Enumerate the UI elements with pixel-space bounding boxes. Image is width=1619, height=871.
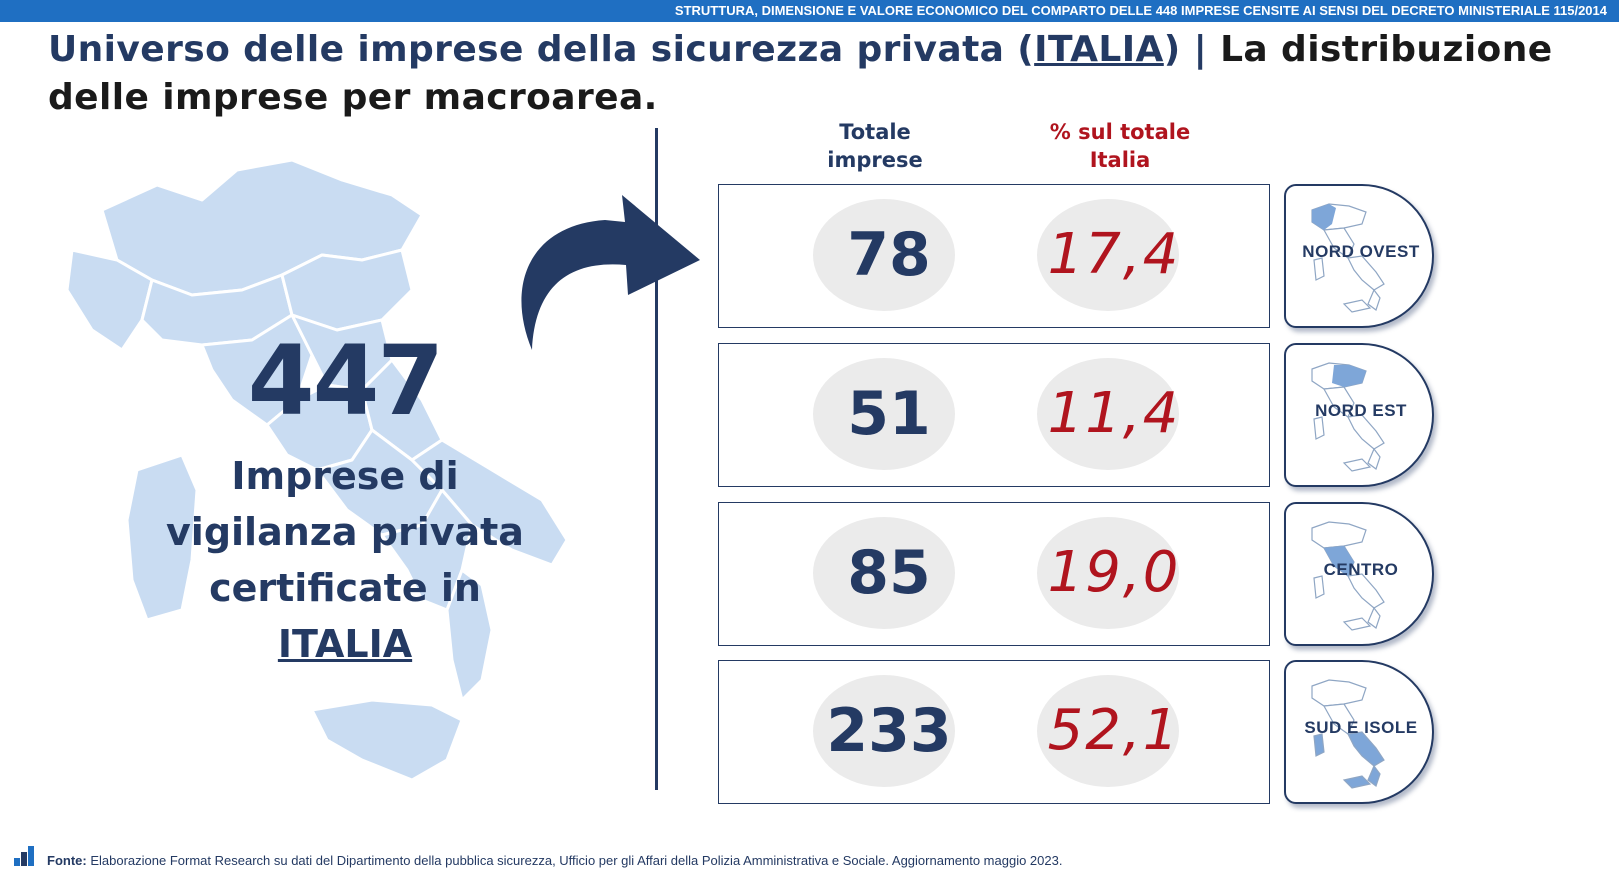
- title-part1: Universo delle imprese della sicurezza p…: [48, 29, 1035, 70]
- area-label: SUD E ISOLE: [1304, 718, 1418, 737]
- source-text: Elaborazione Format Research su dati del…: [86, 853, 1063, 868]
- area-row-centro: 85 19,0: [718, 502, 1270, 646]
- percent-background: [1037, 517, 1179, 629]
- page-title: Universo delle imprese della sicurezza p…: [48, 26, 1608, 122]
- percent-background: [1037, 358, 1179, 470]
- area-label: CENTRO: [1323, 560, 1399, 579]
- area-tab-centro[interactable]: CENTRO: [1284, 502, 1434, 646]
- area-row-sud-e-isole: 233 52,1: [718, 660, 1270, 804]
- area-percent: 52,1: [1047, 698, 1181, 763]
- top-banner: STRUTTURA, DIMENSIONE E VALORE ECONOMICO…: [0, 0, 1619, 22]
- italy-mini-map-icon: [1311, 521, 1385, 631]
- area-row-nord-ovest: 78 17,4: [718, 184, 1270, 328]
- area-total: 78: [847, 220, 931, 290]
- italy-mini-map-icon: [1311, 679, 1385, 789]
- italy-mini-map-icon: [1311, 362, 1385, 472]
- total-caption-text: Imprese di vigilanza privata certificate…: [166, 454, 524, 610]
- total-companies-value: 447: [247, 325, 444, 437]
- format-research-logo-icon: [14, 846, 34, 866]
- title-part3: La distribuzione delle imprese per macro…: [48, 29, 1553, 118]
- percent-background: [1037, 675, 1179, 787]
- area-percent: 17,4: [1047, 222, 1181, 287]
- area-total: 233: [826, 696, 952, 766]
- area-label: NORD EST: [1315, 401, 1407, 420]
- column-header-percent: % sul totale Italia: [1049, 120, 1191, 172]
- banner-text: STRUTTURA, DIMENSIONE E VALORE ECONOMICO…: [674, 3, 1607, 18]
- area-label: NORD OVEST: [1302, 242, 1420, 261]
- total-background: [813, 199, 955, 311]
- area-total: 51: [847, 379, 931, 449]
- total-background: [813, 358, 955, 470]
- title-part2: ) |: [1163, 29, 1221, 70]
- total-caption: Imprese di vigilanza privata certificate…: [140, 448, 550, 672]
- curved-arrow-icon: [521, 195, 700, 350]
- area-tab-sud-e-isole[interactable]: SUD E ISOLE: [1284, 660, 1434, 804]
- percent-background: [1037, 199, 1179, 311]
- source-label: Fonte:: [47, 853, 87, 868]
- title-italia-link[interactable]: ITALIA: [1034, 29, 1164, 70]
- area-row-nord-est: 51 11,4: [718, 343, 1270, 487]
- total-background: [813, 675, 955, 787]
- area-percent: 11,4: [1047, 381, 1181, 446]
- area-tab-nord-ovest[interactable]: NORD OVEST: [1284, 184, 1434, 328]
- area-tab-nord-est[interactable]: NORD EST: [1284, 343, 1434, 487]
- column-header-total: Totale imprese: [827, 120, 923, 172]
- italy-mini-map-icon: [1311, 203, 1385, 313]
- vertical-divider: [655, 128, 658, 790]
- caption-italia-link[interactable]: ITALIA: [277, 622, 413, 666]
- source-note: Fonte: Elaborazione Format Research su d…: [47, 853, 1062, 868]
- total-background: [813, 517, 955, 629]
- italy-map-icon: [65, 158, 569, 782]
- area-percent: 19,0: [1047, 540, 1181, 605]
- area-total: 85: [847, 538, 931, 608]
